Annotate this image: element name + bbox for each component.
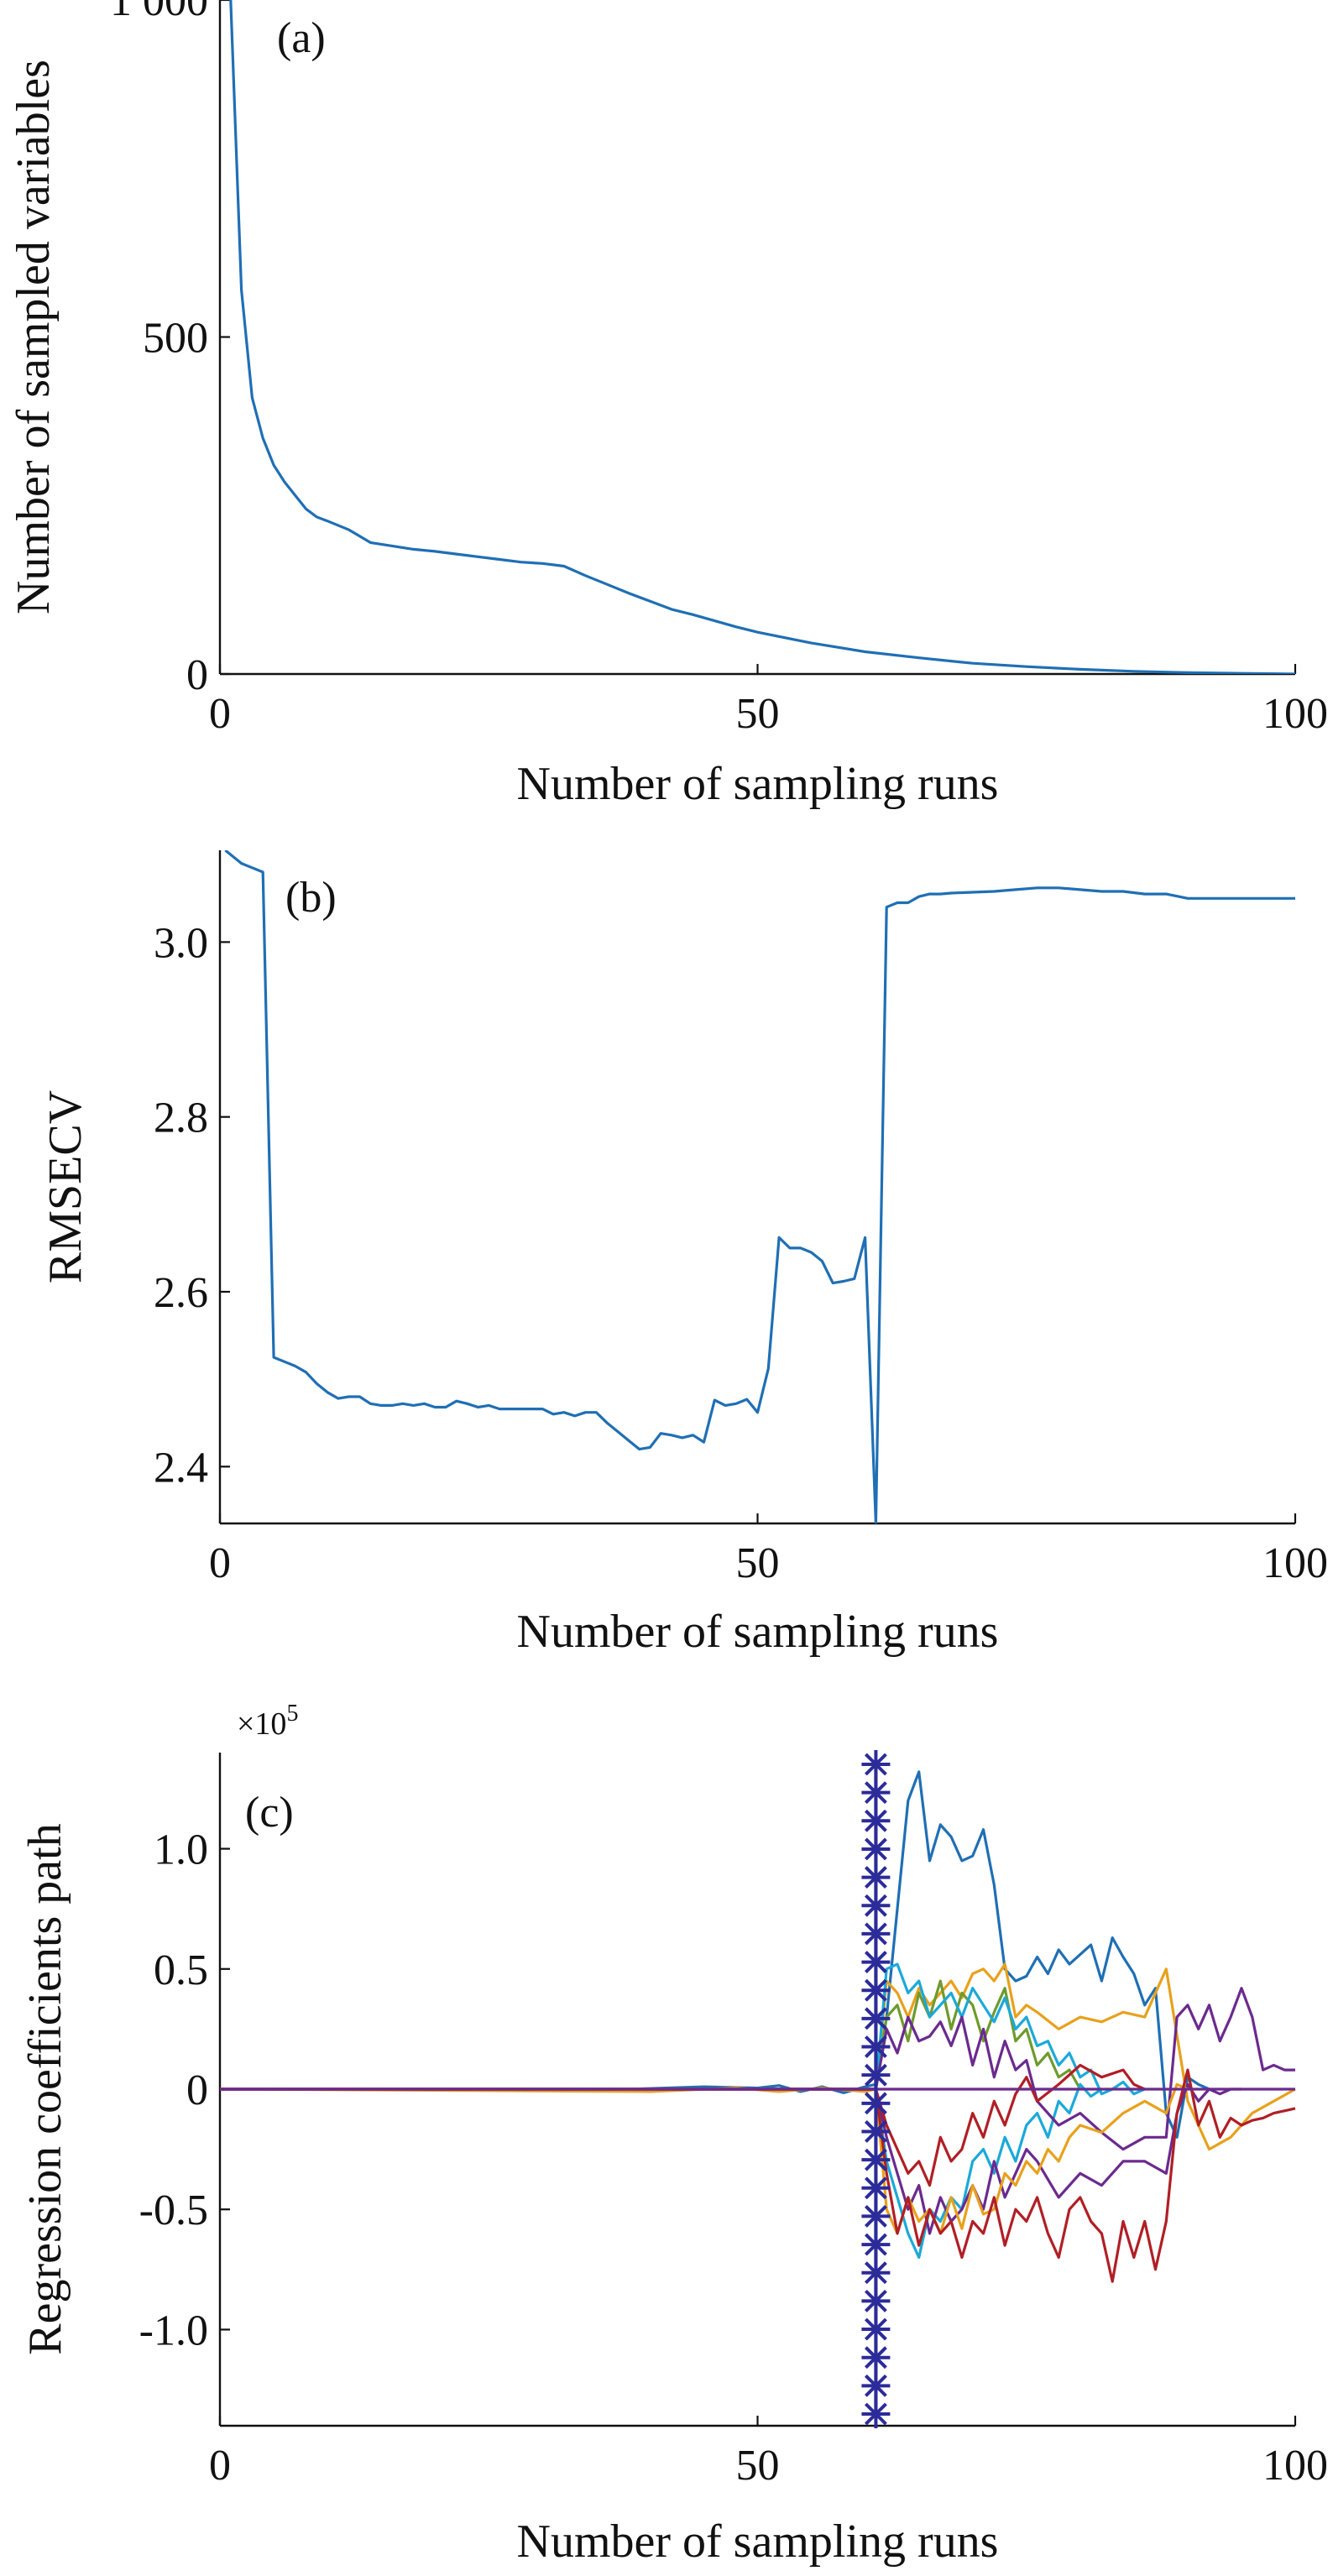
- asterisk-marker: [861, 2202, 891, 2231]
- x-tick-label: 50: [736, 2442, 780, 2490]
- asterisk-stroke: [864, 1809, 887, 1832]
- y-axis-title: Regression coefficients path: [19, 1823, 71, 2354]
- series-line-1: [220, 1770, 1210, 2139]
- asterisk-marker: [861, 2004, 891, 2033]
- asterisk-marker: [861, 2061, 891, 2090]
- panel-c-regression-coefficients-chart: 0 50 100 -1.0 -0.5 0 0.5 1.0 Number of sampling …: [19, 1701, 1328, 2568]
- y-tick-label: 1 000: [110, 0, 208, 25]
- asterisk-stroke: [864, 1922, 887, 1946]
- asterisk-marker: [861, 2117, 891, 2146]
- asterisk-stroke: [864, 1837, 887, 1861]
- asterisk-stroke: [864, 2007, 887, 2030]
- asterisk-stroke: [864, 2176, 887, 2200]
- panel-label: (a): [277, 14, 326, 62]
- panel-label: (c): [245, 1789, 294, 1837]
- y-tick-label: 2.4: [154, 1444, 208, 1492]
- asterisk-marker: [861, 1834, 891, 1863]
- series-line-3: [220, 1979, 1082, 2091]
- asterisk-marker: [861, 1806, 891, 1836]
- asterisk-stroke: [864, 1894, 887, 1917]
- asterisk-marker: [861, 2032, 891, 2061]
- asterisk-stroke: [864, 1781, 887, 1805]
- axis-scale-base: ×10: [237, 1706, 286, 1742]
- asterisk-stroke: [864, 1978, 887, 2002]
- asterisk-marker: [861, 2088, 891, 2118]
- x-tick-label: 0: [209, 2442, 231, 2490]
- asterisk-stroke: [864, 2317, 887, 2341]
- asterisk-marker: [861, 2371, 891, 2401]
- asterisk-stroke: [864, 2233, 887, 2256]
- y-tick-label: 3.0: [154, 919, 208, 967]
- asterisk-stroke: [864, 2120, 887, 2143]
- axis-scale-exponent: 5: [286, 1701, 298, 1727]
- y-axis-title: Number of sampled variables: [8, 60, 60, 614]
- asterisk-marker: [861, 1947, 891, 1977]
- asterisk-marker: [861, 1976, 891, 2005]
- series-line: [229, 0, 1296, 674]
- asterisk-stroke: [864, 2289, 887, 2312]
- asterisk-marker: [861, 2230, 891, 2260]
- plot-area: [220, 1770, 1296, 2283]
- series-line-6: [220, 1987, 1295, 2151]
- y-tick-label: -0.5: [139, 2187, 208, 2234]
- asterisk-marker: [861, 1863, 891, 1892]
- series-line-4: [220, 1962, 1146, 2096]
- y-tick-label: 0: [186, 2067, 208, 2114]
- series-line: [224, 850, 1295, 1523]
- asterisk-marker: [861, 2315, 891, 2344]
- x-tick-label: 50: [736, 690, 780, 738]
- asterisk-marker: [861, 1891, 891, 1920]
- series-line-9: [220, 2068, 1296, 2283]
- x-tick-label: 100: [1262, 2442, 1328, 2490]
- series-line-10: [220, 2063, 1146, 2187]
- x-axis-title: Number of sampling runs: [517, 2516, 999, 2568]
- x-tick-label: 100: [1262, 1539, 1328, 1587]
- y-axis-title: RMSECV: [39, 1090, 91, 1283]
- asterisk-marker: [861, 2286, 891, 2316]
- x-axis-title: Number of sampling runs: [517, 1606, 999, 1658]
- asterisk-marker: [861, 1919, 891, 1948]
- x-tick-label: 0: [209, 690, 231, 738]
- y-tick-label: 500: [143, 315, 208, 363]
- y-tick-label: -1.0: [139, 2307, 208, 2354]
- asterisk-marker: [861, 1750, 891, 1779]
- y-tick-label: 0: [186, 651, 208, 699]
- asterisk-marker: [861, 2258, 891, 2287]
- asterisk-marker: [861, 2400, 891, 2428]
- asterisk-marker: [861, 1778, 891, 1807]
- y-tick-label: 2.6: [154, 1269, 208, 1317]
- asterisk-stroke: [864, 2374, 887, 2397]
- panel-label: (b): [285, 874, 337, 922]
- asterisk-stroke: [864, 1866, 887, 1889]
- asterisk-stroke: [864, 2261, 887, 2285]
- x-tick-label: 50: [736, 1539, 780, 1587]
- asterisk-stroke: [864, 2035, 887, 2058]
- asterisk-stroke: [864, 1753, 887, 1776]
- series-line-7: [220, 2082, 1242, 2235]
- y-tick-label: 0.5: [154, 1946, 208, 1994]
- asterisk-stroke: [864, 2402, 887, 2426]
- asterisk-stroke: [864, 2092, 887, 2115]
- asterisk-stroke: [864, 2148, 887, 2171]
- asterisk-marker: [861, 2343, 891, 2372]
- series-line-2: [220, 1962, 1296, 2151]
- asterisk-stroke: [864, 2204, 887, 2228]
- y-tick-label: 2.8: [154, 1095, 208, 1142]
- asterisk-stroke: [864, 2346, 887, 2370]
- plot-area: [224, 850, 1295, 1523]
- x-tick-label: 100: [1262, 690, 1328, 738]
- panel-b-rmsecv-chart: 0 50 100 2.4 2.6 2.8 3.0 Number of sampling run…: [39, 850, 1328, 1658]
- y-tick-label: 1.0: [154, 1826, 208, 1874]
- asterisk-stroke: [864, 1951, 887, 1974]
- asterisk-marker: [861, 2145, 891, 2175]
- x-axis-title: Number of sampling runs: [517, 758, 999, 810]
- x-tick-label: 0: [209, 1539, 231, 1587]
- asterisk-marker: [861, 2173, 891, 2202]
- asterisk-stroke: [864, 2063, 887, 2087]
- plot-area: [229, 0, 1296, 674]
- series-line-5: [220, 2082, 1103, 2260]
- axis-scale-note: ×105: [237, 1701, 298, 1742]
